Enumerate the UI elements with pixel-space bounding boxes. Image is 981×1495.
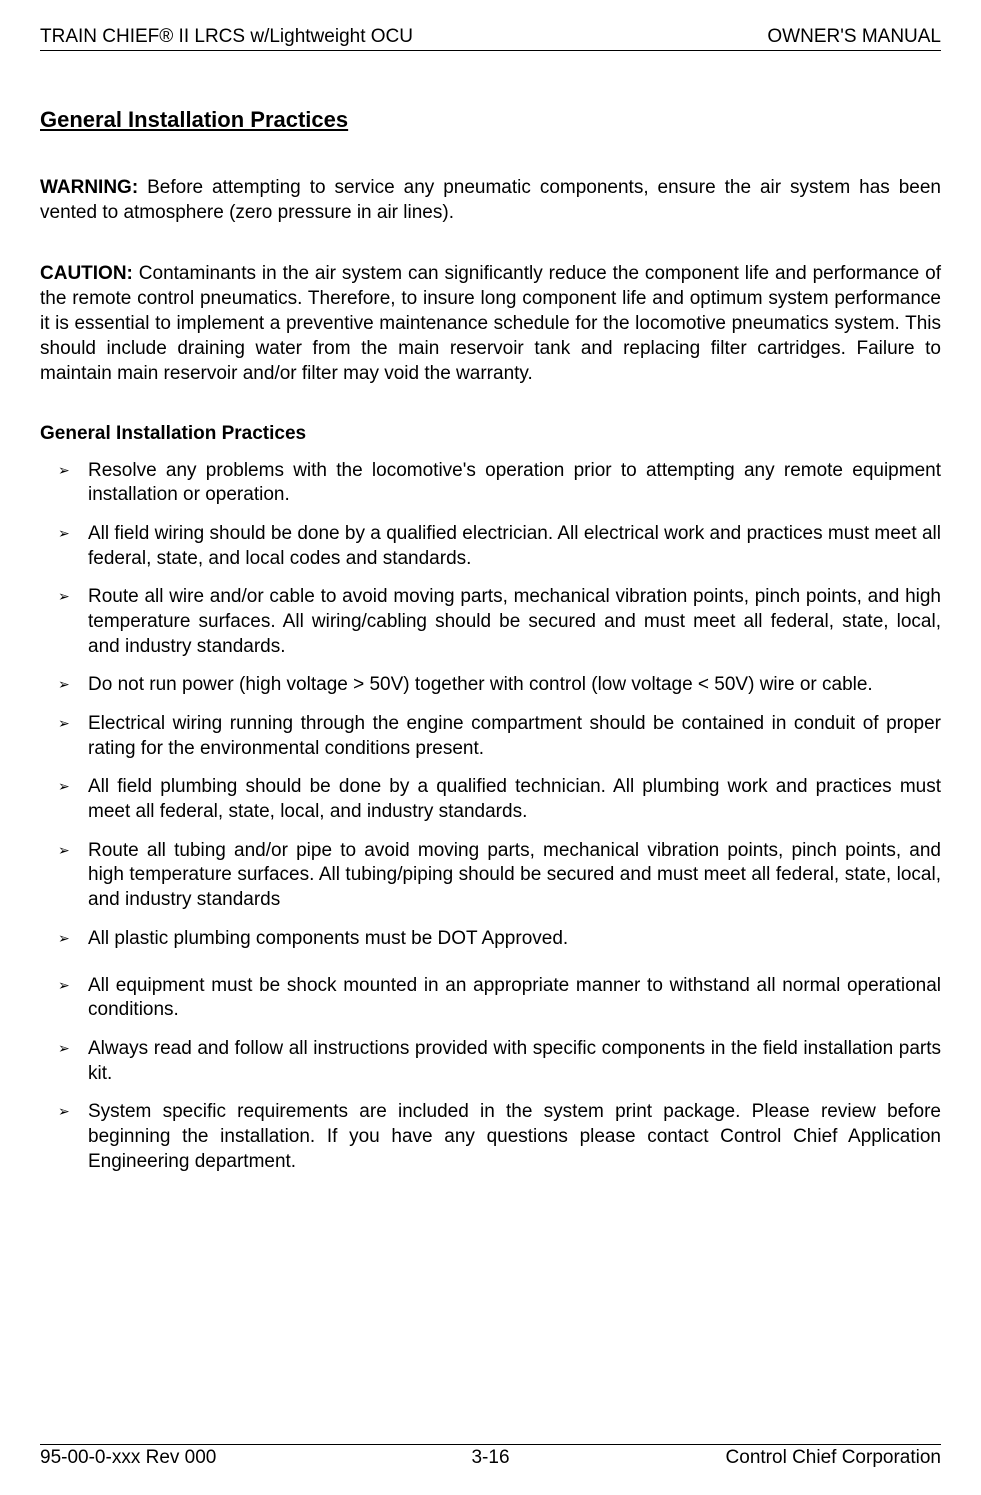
caution-label: CAUTION: [40, 263, 133, 284]
list-item: Electrical wiring running through the en… [40, 712, 941, 761]
practices-list: Resolve any problems with the locomotive… [40, 459, 941, 1189]
list-item: All field wiring should be done by a qua… [40, 522, 941, 571]
caution-paragraph: CAUTION: Contaminants in the air system … [40, 261, 941, 386]
list-item: Resolve any problems with the locomotive… [40, 459, 941, 508]
list-item: All plastic plumbing components must be … [40, 927, 941, 952]
practices-subheading: General Installation Practices [40, 423, 941, 445]
document-page: TRAIN CHIEF® II LRCS w/Lightweight OCU O… [0, 0, 981, 1495]
list-item: Do not run power (high voltage > 50V) to… [40, 673, 941, 698]
page-header: TRAIN CHIEF® II LRCS w/Lightweight OCU O… [40, 26, 941, 51]
section-title: General Installation Practices [40, 107, 941, 133]
header-left: TRAIN CHIEF® II LRCS w/Lightweight OCU [40, 26, 413, 48]
list-item: System specific requirements are include… [40, 1100, 941, 1174]
footer-right: Control Chief Corporation [726, 1447, 941, 1469]
list-item: Route all wire and/or cable to avoid mov… [40, 585, 941, 659]
warning-paragraph: WARNING: Before attempting to service an… [40, 175, 941, 225]
footer-spacer [40, 1188, 941, 1424]
list-item: All field plumbing should be done by a q… [40, 775, 941, 824]
warning-text: Before attempting to service any pneumat… [40, 177, 941, 223]
list-item: Always read and follow all instructions … [40, 1037, 941, 1086]
footer-left: 95-00-0-xxx Rev 000 [40, 1447, 216, 1469]
page-footer: 95-00-0-xxx Rev 000 3-16 Control Chief C… [40, 1444, 941, 1469]
list-item: Route all tubing and/or pipe to avoid mo… [40, 839, 941, 913]
header-right: OWNER'S MANUAL [767, 26, 941, 48]
caution-text: Contaminants in the air system can signi… [40, 263, 941, 384]
list-item: All equipment must be shock mounted in a… [40, 974, 941, 1023]
warning-label: WARNING: [40, 177, 138, 198]
